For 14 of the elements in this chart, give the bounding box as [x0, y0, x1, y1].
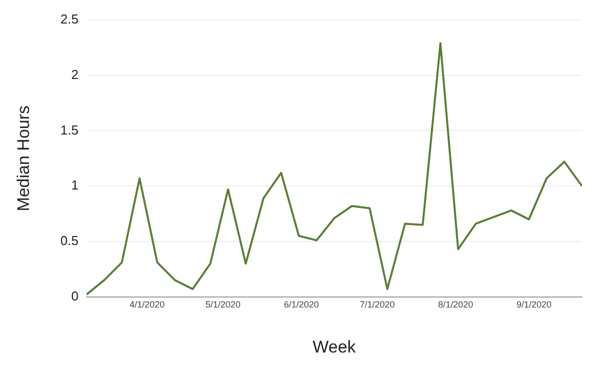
y-tick-label: 1.5 [60, 122, 78, 138]
x-tick-label: 6/1/2020 [284, 300, 319, 310]
y-tick-label: 2.5 [60, 12, 78, 27]
y-tick-label: 0 [71, 288, 78, 304]
y-axis-title: Median Hours [14, 105, 33, 212]
y-tick-label: 1 [71, 178, 78, 193]
x-tick-label: 5/1/2020 [205, 300, 241, 310]
x-tick-label: 8/1/2020 [438, 300, 474, 310]
x-tick-label: 9/1/2020 [516, 300, 552, 310]
y-tick-label: 2 [71, 66, 78, 82]
y-tick-label: 0.5 [60, 233, 78, 248]
x-tick-label: 7/1/2020 [360, 300, 395, 310]
x-tick-label: 4/1/2020 [130, 300, 165, 310]
x-axis-title: Week [312, 337, 356, 356]
